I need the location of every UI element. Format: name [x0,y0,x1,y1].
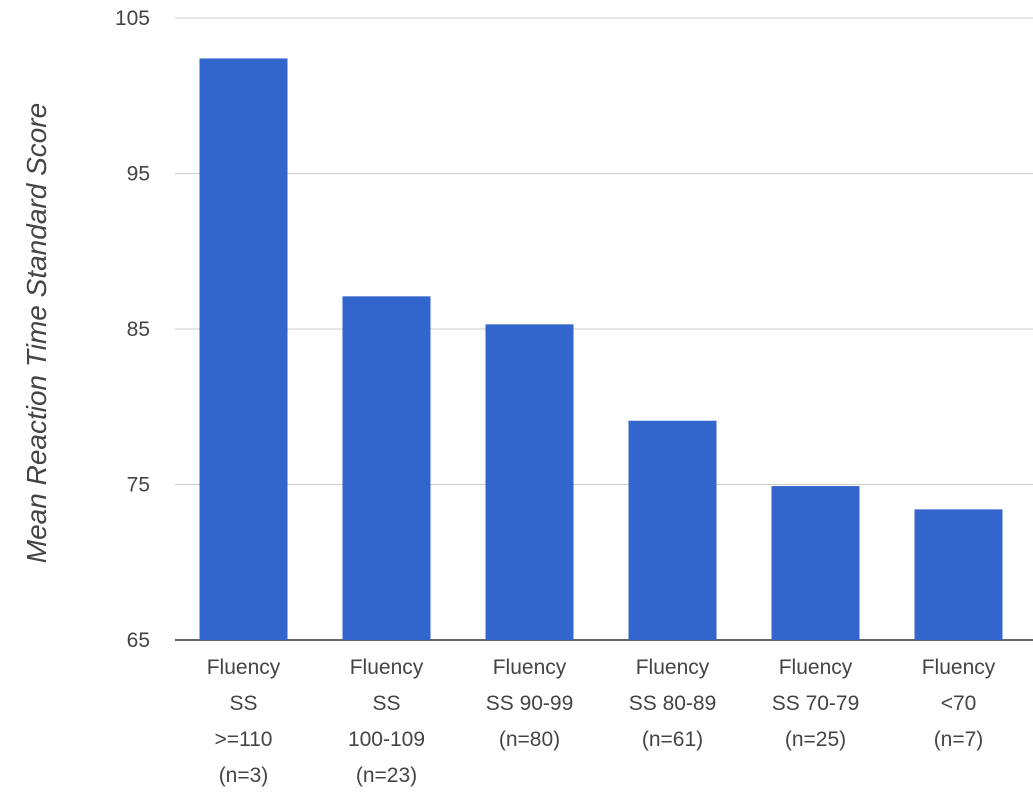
bar [914,509,1003,640]
x-category-label: (n=3) [219,764,269,787]
x-category-label: 100-109 [348,728,425,751]
x-category-label: Fluency [493,656,567,679]
x-category-label: Fluency [636,656,710,679]
x-category-label: SS 70-79 [772,692,860,715]
y-tick-label: 105 [115,7,150,30]
y-tick-label: 75 [127,474,150,497]
y-axis-ticks: 65 75 85 95 105 [115,7,150,652]
bar [628,420,717,640]
x-category-label: Fluency [922,656,996,679]
x-category-label: (n=7) [934,728,984,751]
x-category-label: (n=23) [356,764,417,787]
x-category-label: (n=61) [642,728,703,751]
y-tick-label: 65 [127,629,150,652]
x-category-label: Fluency [779,656,853,679]
x-category-label: >=110 [214,728,272,751]
y-axis-label: Mean Reaction Time Standard Score [21,103,52,563]
x-category-label: <70 [941,692,977,715]
y-tick-label: 85 [127,318,150,341]
bar [771,486,860,640]
x-category-label: (n=80) [499,728,560,751]
bar [199,58,288,641]
x-axis-categories: Fluency SS >=110 (n=3) Fluency SS 100-109 (n=23… [207,656,996,787]
x-category-label: Fluency [350,656,424,679]
x-category-label: Fluency [207,656,281,679]
bar [485,324,574,640]
x-category-label: SS [229,692,257,715]
bar [342,296,431,640]
y-tick-label: 95 [127,163,150,186]
x-category-label: SS 80-89 [629,692,717,715]
x-category-label: SS [372,692,400,715]
x-category-label: (n=25) [785,728,846,751]
bars [199,58,1003,641]
x-category-label: SS 90-99 [486,692,574,715]
gridlines [175,17,1033,641]
